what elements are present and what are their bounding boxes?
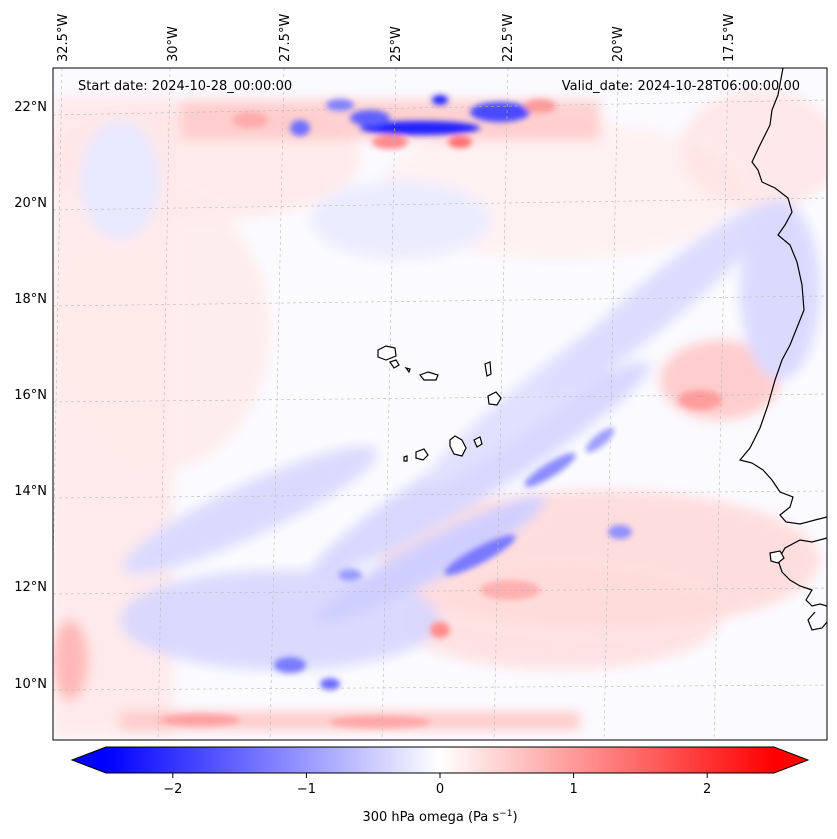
- lat-label: 10°N: [14, 677, 47, 692]
- lat-label: 22°N: [14, 100, 47, 115]
- lon-label: 20°W: [611, 26, 626, 62]
- map-frame: [52, 67, 828, 741]
- coast-island-small: [769, 550, 785, 564]
- latitude-labels: 22°N 20°N 18°N 16°N 14°N 12°N 10°N: [14, 100, 47, 692]
- omega-strong-features: [160, 95, 722, 728]
- lat-label: 20°N: [14, 196, 47, 211]
- map-panel: Start date: 2024-10-28_00:00:00 Valid_da…: [53, 68, 827, 740]
- coastline-africa: [738, 68, 827, 631]
- cape-verde-islands: [377, 345, 502, 462]
- lon-label: 22.5°W: [501, 14, 516, 62]
- valid-date-label: Valid_date: 2024-10-28T06:00:00.00: [562, 79, 800, 94]
- lon-label: 27.5°W: [278, 14, 293, 62]
- colorbar-extend-max: [774, 747, 808, 773]
- lat-label: 16°N: [14, 388, 47, 403]
- colorbar-ticks: −2 −1 0 1 2: [163, 773, 711, 797]
- colorbar-tick-label: 2: [703, 782, 711, 797]
- graticule: [53, 68, 827, 740]
- colorbar-outline: [70, 746, 810, 774]
- lon-label: 32.5°W: [56, 14, 71, 62]
- colorbar-label: 300 hPa omega (Pa s−1): [362, 809, 517, 825]
- colorbar-tick-label: −2: [163, 782, 182, 797]
- longitude-labels: 32.5°W 30°W 27.5°W 25°W 22.5°W 20°W 17.5…: [56, 14, 737, 62]
- colorbar-tick-label: 0: [436, 782, 444, 797]
- colorbar-tick-label: −1: [297, 782, 316, 797]
- lat-label: 14°N: [14, 484, 47, 499]
- colorbar-tick-label: 1: [569, 782, 577, 797]
- lon-label: 30°W: [166, 26, 181, 62]
- lat-label: 18°N: [14, 292, 47, 307]
- start-date-label: Start date: 2024-10-28_00:00:00: [78, 79, 292, 94]
- colorbar-gradient: [106, 747, 774, 773]
- lon-label: 25°W: [389, 26, 404, 62]
- lon-label: 17.5°W: [722, 14, 737, 62]
- lat-label: 12°N: [14, 580, 47, 595]
- colorbar: −2 −1 0 1 2 300 hPa omega (Pa s−1): [70, 746, 810, 825]
- colorbar-extend-min: [72, 747, 106, 773]
